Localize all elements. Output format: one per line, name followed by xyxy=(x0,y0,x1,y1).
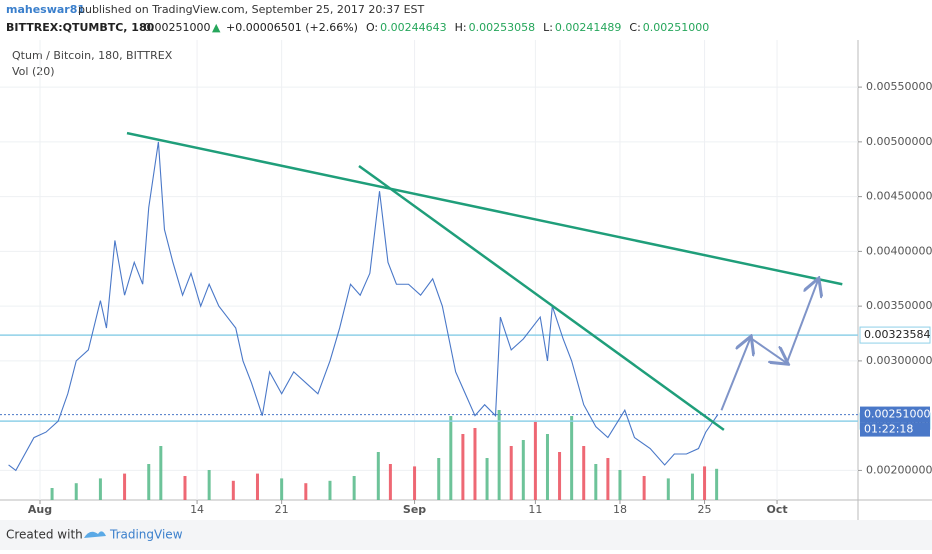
symbol: BITTREX:QTUMBTC, 180 xyxy=(6,21,155,34)
volume-bar xyxy=(703,466,707,500)
volume-bar xyxy=(533,422,537,500)
ohlc-key: H: xyxy=(455,21,467,34)
volume-bar xyxy=(666,478,670,500)
volume-bar xyxy=(582,446,586,500)
volume-label: Vol (20) xyxy=(12,65,55,78)
volume-bar xyxy=(570,416,574,500)
last-price-label: 0.00251000 xyxy=(864,408,930,421)
volume-bar xyxy=(280,478,284,500)
x-tick-label: Aug xyxy=(28,503,52,516)
countdown-badge xyxy=(860,422,930,437)
volume-bar xyxy=(558,452,562,500)
ohlc-value: 0.00244643 xyxy=(380,21,446,34)
countdown-label: 01:22:18 xyxy=(864,423,913,436)
trendline xyxy=(358,164,725,431)
projection-arrow xyxy=(749,337,786,363)
x-tick-label: 25 xyxy=(698,503,712,516)
ohlc-key: C: xyxy=(629,21,640,34)
x-tick-label: 14 xyxy=(190,503,204,516)
volume-bar xyxy=(147,464,151,500)
volume-bar xyxy=(618,470,622,500)
price-line xyxy=(8,141,719,472)
volume-bar xyxy=(123,473,127,500)
y-tick-label: 0.00450000 xyxy=(866,190,932,203)
footer-created: Created with xyxy=(6,528,83,542)
volume-bar xyxy=(74,483,78,500)
volume-bar xyxy=(690,473,694,500)
volume-bar xyxy=(352,476,356,500)
volume-bar xyxy=(376,452,380,500)
projection-arrow xyxy=(785,280,818,364)
volume-bar xyxy=(159,446,163,500)
volume-bar xyxy=(413,466,417,500)
y-tick-label: 0.00200000 xyxy=(866,463,932,476)
volume-bar xyxy=(642,476,646,500)
trendline xyxy=(126,131,843,286)
level-badge xyxy=(859,326,931,344)
volume-bar xyxy=(98,478,102,500)
volume-bar xyxy=(521,440,525,500)
y-tick-label: 0.00300000 xyxy=(866,354,932,367)
footer-brand[interactable]: TradingView xyxy=(109,528,183,542)
ohlc-value: 0.00251000 xyxy=(643,21,709,34)
volume-bar xyxy=(545,434,549,500)
volume-bar xyxy=(388,464,392,500)
published: published on TradingView.com, September … xyxy=(78,3,425,16)
y-tick-label: 0.00550000 xyxy=(866,80,932,93)
change: +0.00006501 (+2.66%) xyxy=(226,21,358,34)
y-tick-label: 0.00350000 xyxy=(866,299,932,312)
x-tick-label: 18 xyxy=(613,503,627,516)
y-tick-label: 0.00500000 xyxy=(866,135,932,148)
ohlc-key: O: xyxy=(366,21,378,34)
volume-bar xyxy=(509,446,513,500)
volume-bar xyxy=(328,480,332,500)
volume-bar xyxy=(50,488,54,500)
volume-bar xyxy=(449,416,453,500)
volume-bar xyxy=(715,468,719,500)
volume-bar xyxy=(594,464,598,500)
ohlc-value: 0.00253058 xyxy=(469,21,535,34)
footer-bar xyxy=(0,520,932,550)
volume-bar xyxy=(606,458,610,500)
arrow: ▲ xyxy=(212,21,221,34)
chart-title: Qtum / Bitcoin, 180, BITTREX xyxy=(12,49,173,62)
x-tick-label: 21 xyxy=(275,503,289,516)
x-tick-label: Oct xyxy=(766,503,787,516)
volume-bar xyxy=(255,473,259,500)
last: 0.00251000 xyxy=(144,21,210,34)
footer-logo xyxy=(84,531,106,538)
volume-bar xyxy=(304,483,308,500)
volume-bar xyxy=(485,458,489,500)
y-tick-label: 0.00400000 xyxy=(866,244,932,257)
projection-arrow xyxy=(720,338,750,411)
volume-bar xyxy=(437,458,441,500)
volume-bar xyxy=(183,476,187,500)
volume-bar xyxy=(461,434,465,500)
x-tick-label: 11 xyxy=(528,503,542,516)
volume-bar xyxy=(497,410,501,500)
x-tick-label: Sep xyxy=(403,503,426,516)
publisher[interactable]: maheswar81 xyxy=(6,3,85,16)
level-label: 0.00323584 xyxy=(864,328,930,341)
ohlc-key: L: xyxy=(543,21,553,34)
volume-bar xyxy=(473,428,477,500)
last-price-badge xyxy=(860,406,930,423)
volume-bar xyxy=(231,480,235,500)
volume-bar xyxy=(207,470,211,500)
ohlc-value: 0.00241489 xyxy=(555,21,621,34)
